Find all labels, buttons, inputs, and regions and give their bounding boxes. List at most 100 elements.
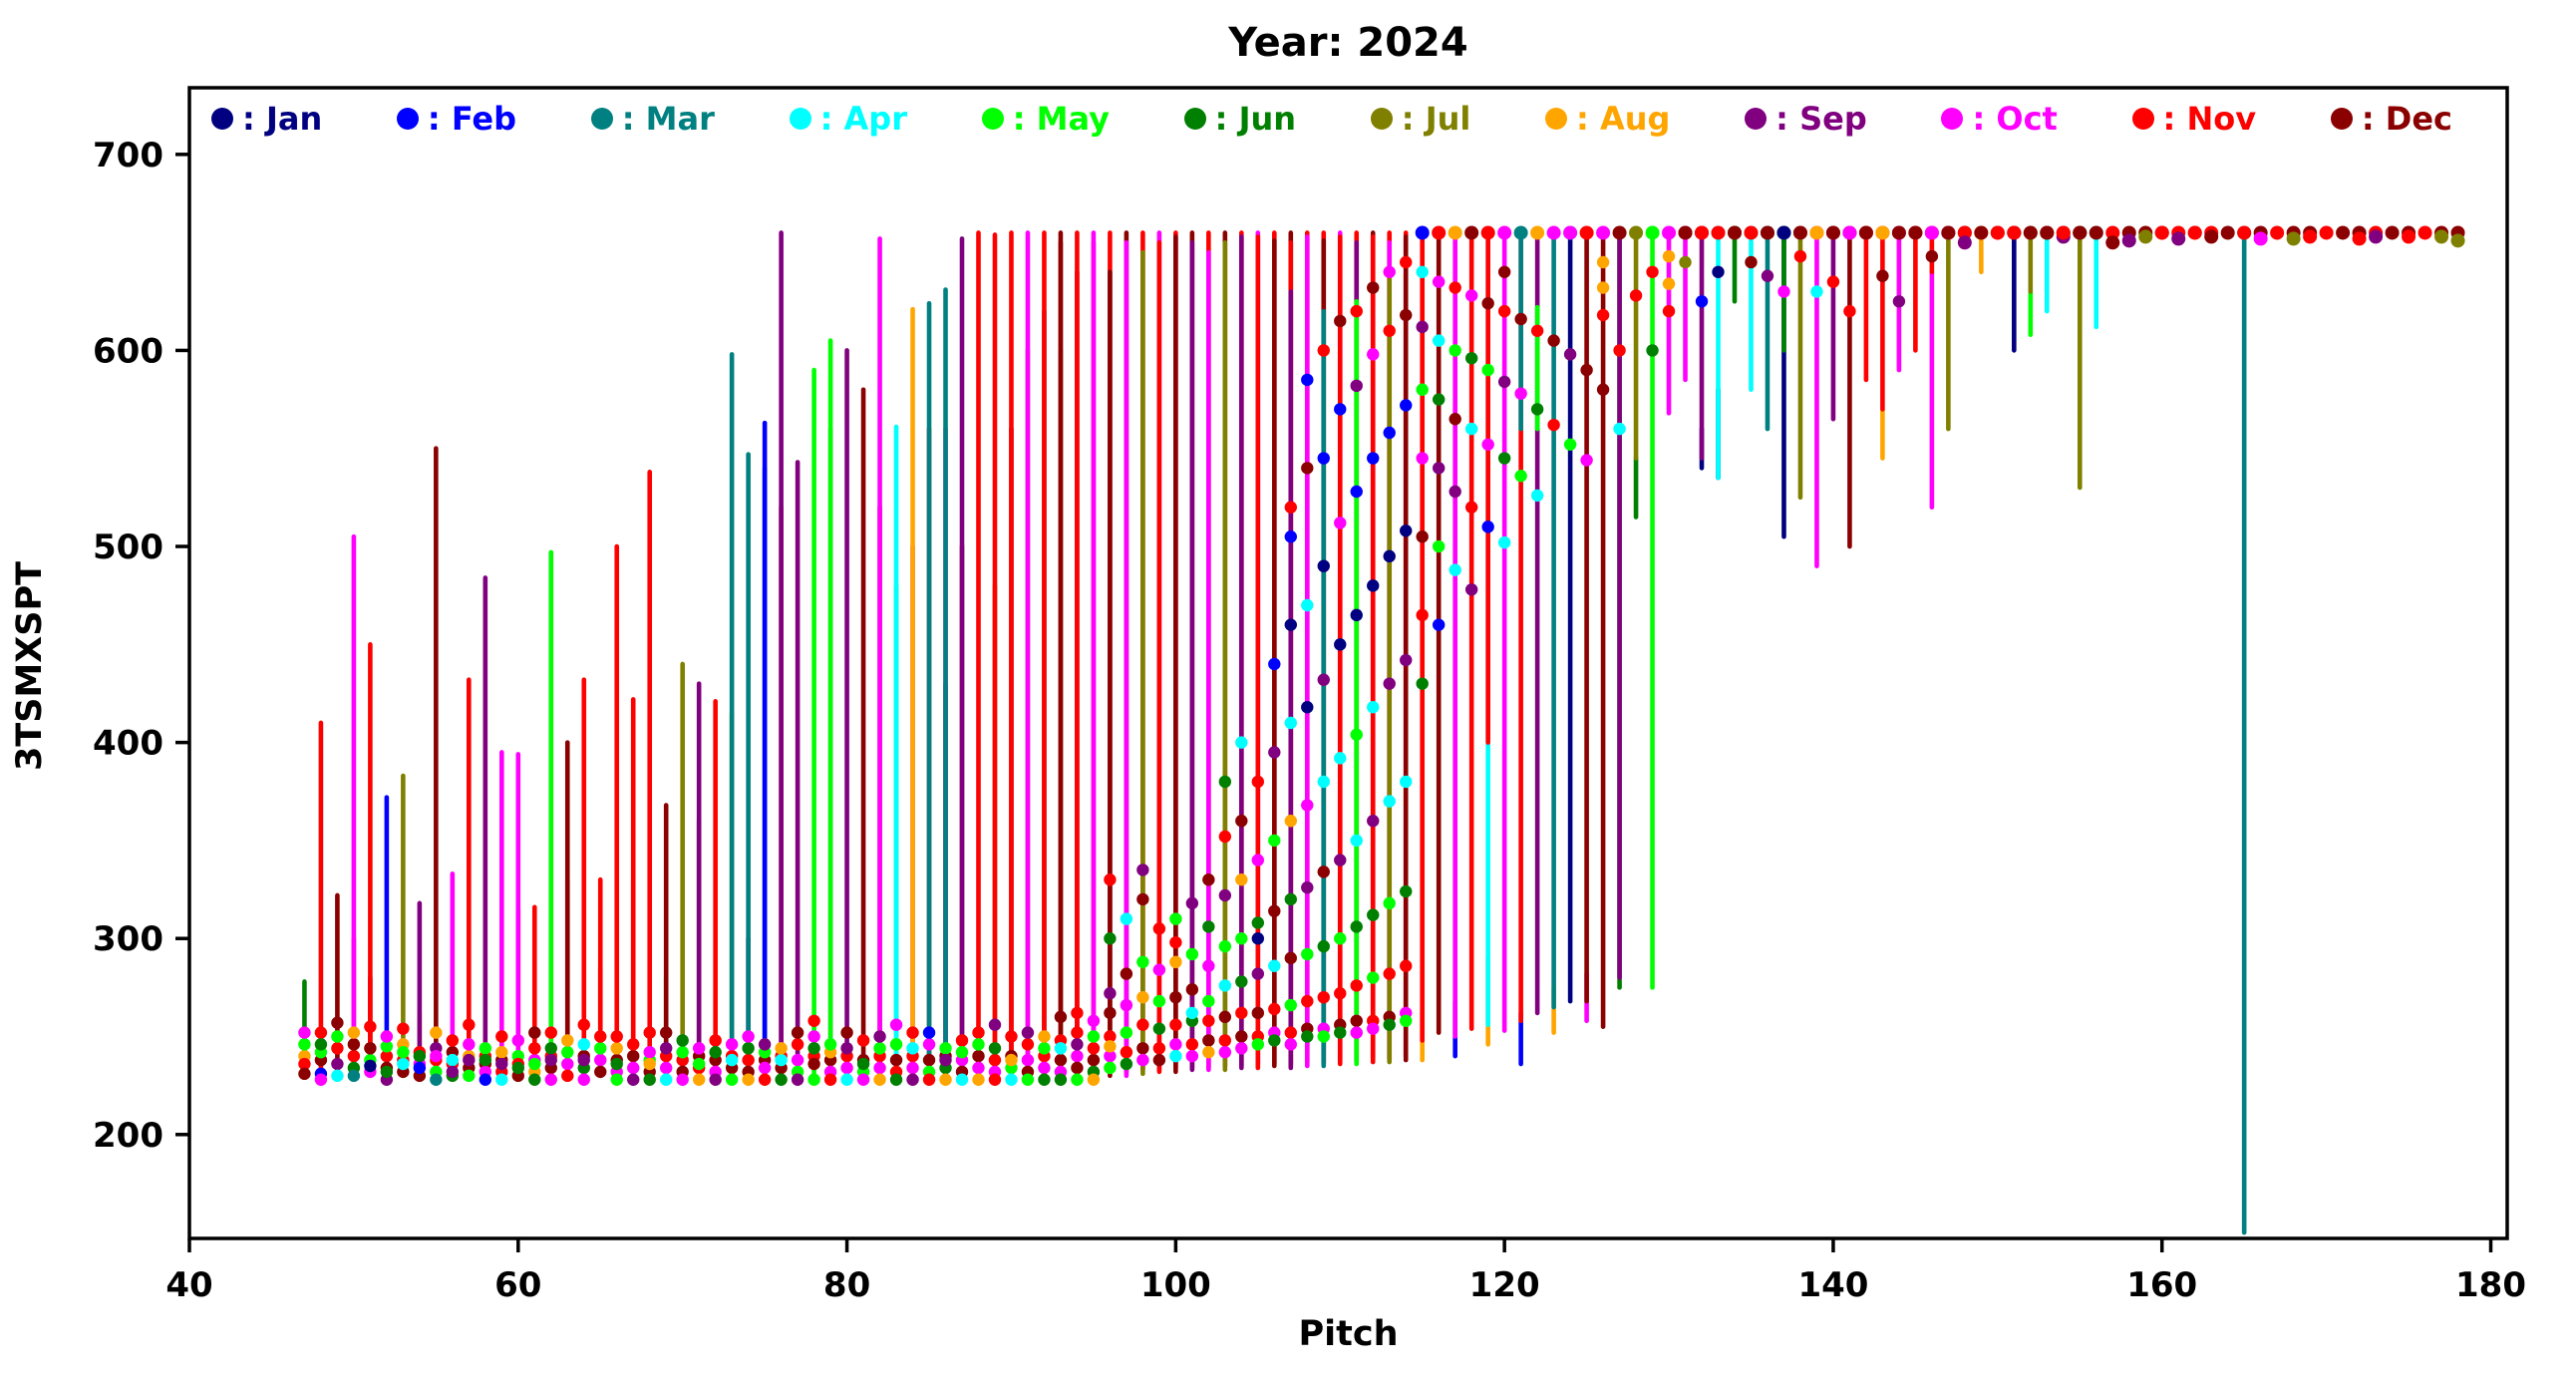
dot-mark	[1415, 225, 1430, 240]
dot-mark	[463, 1038, 476, 1051]
dot-mark	[807, 1030, 820, 1043]
dot-mark	[1432, 275, 1446, 288]
legend-label: : Dec	[2361, 100, 2452, 138]
dot-mark	[742, 1030, 755, 1043]
dot-mark	[1202, 994, 1215, 1008]
dot-mark	[594, 1053, 607, 1067]
legend-marker-icon	[590, 108, 613, 130]
axes-frame	[187, 86, 2509, 1240]
dot-mark	[1350, 834, 1363, 848]
dot-mark	[676, 1046, 689, 1059]
dot-mark	[1810, 285, 1823, 298]
dot-mark	[1448, 225, 1462, 240]
dot-mark	[1974, 225, 1989, 240]
dot-mark	[906, 1073, 919, 1086]
x-tick-label: 40	[165, 1265, 212, 1305]
dot-mark	[1497, 535, 1511, 549]
x-axis-label: Pitch	[1298, 1314, 1399, 1354]
dot-mark	[1745, 255, 1758, 269]
dot-mark	[397, 1057, 410, 1071]
dot-mark	[1432, 225, 1447, 240]
dot-mark	[1185, 1038, 1199, 1051]
legend-marker-icon	[396, 108, 419, 130]
dot-mark	[1777, 285, 1790, 298]
dot-mark	[1400, 308, 1413, 322]
dot-mark	[807, 1014, 820, 1027]
dot-mark	[2434, 229, 2449, 244]
dot-mark	[446, 1053, 460, 1067]
dot-mark	[1383, 967, 1396, 980]
dot-mark	[1235, 975, 1248, 988]
dot-mark	[495, 1030, 508, 1043]
dot-mark	[1858, 225, 1873, 240]
dot-mark	[2352, 231, 2367, 246]
dot-mark	[758, 1038, 772, 1051]
dot-mark	[1712, 265, 1725, 278]
dot-mark	[479, 1053, 492, 1067]
dot-mark	[2121, 233, 2136, 248]
dot-mark	[1152, 1022, 1166, 1035]
dot-mark	[1104, 932, 1117, 945]
dot-mark	[1481, 438, 1494, 451]
legend-label: : Sep	[1775, 100, 1867, 138]
y-tick-label: 500	[93, 527, 163, 567]
dot-mark	[1268, 1002, 1281, 1016]
dot-mark	[1235, 1006, 1248, 1020]
legend-label: : Mar	[621, 100, 715, 138]
dot-mark	[1317, 673, 1330, 686]
dot-mark	[1350, 920, 1363, 933]
dot-mark	[1268, 657, 1281, 671]
dot-mark	[1301, 880, 1314, 894]
dot-mark	[479, 1042, 492, 1055]
dot-mark	[1367, 452, 1380, 465]
dot-mark	[775, 1042, 788, 1055]
dot-mark	[463, 1018, 476, 1031]
dot-mark	[1104, 1030, 1117, 1043]
dot-mark	[1383, 426, 1396, 440]
dot-mark	[1136, 990, 1149, 1004]
legend-marker-icon	[1941, 108, 1964, 130]
legend-item-aug: : Aug	[1545, 100, 1670, 138]
dot-mark	[397, 1046, 410, 1059]
dot-mark	[1071, 1061, 1084, 1075]
dot-mark	[1629, 225, 1644, 240]
dot-mark	[2336, 225, 2351, 240]
dot-mark	[1400, 399, 1413, 412]
dot-mark	[873, 1030, 886, 1043]
dot-mark	[1464, 352, 1478, 365]
dot-mark	[676, 1073, 689, 1086]
dot-mark	[1218, 775, 1232, 789]
dot-mark	[1185, 896, 1199, 910]
dot-mark	[1579, 225, 1594, 240]
dot-mark	[544, 1026, 557, 1039]
dot-mark	[1152, 922, 1166, 935]
dot-mark	[1646, 344, 1659, 357]
dot-mark	[380, 1030, 394, 1043]
dot-mark	[331, 1016, 344, 1029]
dot-mark	[1530, 489, 1544, 503]
dot-mark	[561, 1034, 574, 1047]
y-tick-label: 700	[93, 136, 163, 175]
dot-mark	[1071, 1026, 1084, 1039]
dot-mark	[1136, 1042, 1149, 1055]
dot-mark	[988, 1053, 1002, 1067]
y-tick-label: 300	[93, 919, 163, 959]
dot-mark	[2073, 225, 2088, 240]
dot-mark	[1464, 422, 1478, 436]
dot-mark	[1990, 225, 2005, 240]
dot-mark	[594, 1030, 607, 1043]
dot-mark	[1350, 728, 1363, 741]
dot-mark	[1202, 873, 1215, 886]
dot-mark	[955, 1034, 969, 1047]
dot-mark	[1268, 904, 1281, 917]
dot-mark	[298, 1057, 311, 1071]
dot-mark	[823, 1073, 837, 1086]
dot-mark	[1695, 225, 1710, 240]
dot-mark	[1367, 701, 1380, 714]
dot-mark	[873, 1061, 886, 1075]
dot-mark	[1514, 387, 1527, 400]
dot-mark	[1136, 955, 1149, 969]
dot-mark	[758, 1073, 772, 1086]
legend-marker-icon	[2131, 108, 2154, 130]
dot-mark	[856, 1073, 870, 1086]
